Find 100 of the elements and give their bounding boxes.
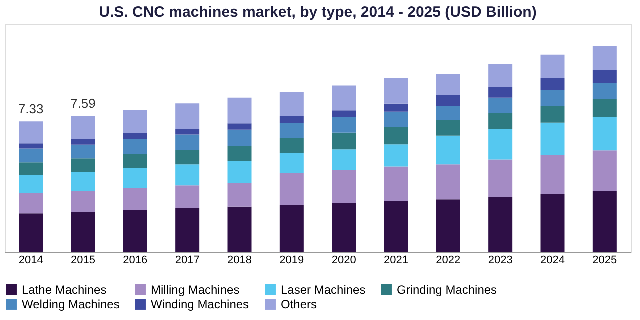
bar bbox=[384, 112, 408, 128]
bar bbox=[19, 214, 44, 252]
bar bbox=[540, 155, 565, 194]
bar bbox=[540, 54, 565, 78]
bar bbox=[436, 95, 460, 106]
bar bbox=[71, 144, 96, 159]
x-tick-label: 2018 bbox=[228, 254, 252, 266]
bar bbox=[19, 148, 44, 163]
bar bbox=[71, 212, 96, 252]
bar bbox=[488, 98, 513, 114]
bar bbox=[592, 83, 617, 100]
bar bbox=[123, 188, 148, 210]
bar bbox=[123, 154, 148, 168]
bar bbox=[228, 130, 252, 146]
bar bbox=[436, 106, 460, 120]
bar bbox=[280, 154, 304, 174]
bar bbox=[488, 64, 513, 87]
bar bbox=[123, 210, 148, 252]
bar bbox=[228, 161, 252, 183]
bar bbox=[19, 122, 44, 144]
bar bbox=[332, 170, 356, 204]
bar bbox=[332, 132, 356, 150]
bar bbox=[436, 164, 460, 200]
bar bbox=[176, 208, 200, 252]
bar bbox=[384, 201, 408, 252]
annotation: 7.59 bbox=[70, 96, 96, 112]
x-tick-label: 2019 bbox=[280, 254, 304, 266]
bar bbox=[436, 136, 460, 165]
bar bbox=[176, 134, 200, 150]
legend-label: Laser Machines bbox=[281, 282, 366, 297]
bar bbox=[436, 74, 460, 96]
bar bbox=[384, 78, 408, 104]
bar bbox=[540, 106, 565, 123]
bar bbox=[384, 127, 408, 145]
x-tick-label: 2015 bbox=[71, 254, 96, 266]
bar bbox=[592, 70, 617, 84]
bar bbox=[592, 191, 617, 252]
bar bbox=[280, 205, 304, 252]
x-tick-label: 2021 bbox=[384, 254, 408, 266]
bar bbox=[436, 120, 460, 136]
bar bbox=[123, 110, 148, 134]
bar bbox=[488, 197, 513, 252]
bar bbox=[71, 116, 96, 140]
bar bbox=[280, 173, 304, 206]
x-tick-label: 2020 bbox=[332, 254, 356, 266]
bar bbox=[280, 116, 304, 124]
x-tick-label: 2025 bbox=[592, 254, 618, 266]
bar bbox=[488, 129, 513, 160]
bar bbox=[488, 113, 513, 130]
bar bbox=[176, 186, 200, 209]
x-tick-label: 2023 bbox=[488, 254, 513, 266]
bar bbox=[19, 144, 44, 149]
annotation: 7.33 bbox=[18, 102, 44, 117]
bar bbox=[280, 92, 304, 116]
bar bbox=[71, 158, 96, 172]
bar bbox=[280, 138, 304, 154]
bar bbox=[332, 110, 356, 118]
bar bbox=[332, 117, 356, 133]
bar bbox=[228, 146, 252, 162]
bar bbox=[592, 99, 617, 118]
bar bbox=[176, 104, 200, 130]
bar bbox=[384, 144, 408, 167]
bar bbox=[540, 122, 565, 156]
x-tick-label: 2024 bbox=[540, 254, 565, 266]
bar bbox=[540, 78, 565, 90]
legend-label: Milling Machines bbox=[151, 282, 240, 297]
bar bbox=[228, 98, 252, 124]
legend-label: Lathe Machines bbox=[22, 282, 107, 297]
bar bbox=[71, 172, 96, 192]
bar bbox=[592, 46, 617, 71]
bar bbox=[280, 123, 304, 138]
bar bbox=[332, 86, 356, 111]
bar bbox=[436, 200, 460, 252]
bar bbox=[592, 117, 617, 151]
bar bbox=[540, 194, 565, 252]
bar bbox=[123, 168, 148, 188]
bar bbox=[228, 206, 252, 252]
bar bbox=[19, 193, 44, 214]
bar bbox=[176, 129, 200, 135]
bar bbox=[228, 182, 252, 207]
x-tick-label: 2016 bbox=[123, 254, 148, 266]
chart-title: U.S. CNC machines market, by type, 2014 - 2025 (USD Billion) bbox=[99, 4, 537, 21]
bar bbox=[176, 150, 200, 165]
bar bbox=[71, 139, 96, 145]
bar bbox=[176, 164, 200, 186]
legend-label: Others bbox=[281, 298, 318, 312]
bar bbox=[19, 175, 44, 194]
x-tick-label: 2014 bbox=[18, 254, 44, 266]
x-tick-label: 2017 bbox=[175, 254, 200, 266]
legend-label: Grinding Machines bbox=[397, 282, 498, 297]
bar bbox=[332, 150, 356, 170]
bar bbox=[123, 139, 148, 154]
x-tick-label: 2022 bbox=[436, 254, 461, 266]
bar bbox=[19, 162, 44, 176]
bar bbox=[384, 104, 408, 112]
bar bbox=[71, 191, 96, 212]
legend-label: Winding Machines bbox=[151, 298, 250, 312]
bar bbox=[123, 134, 148, 140]
bar bbox=[332, 203, 356, 252]
bar bbox=[540, 90, 565, 106]
